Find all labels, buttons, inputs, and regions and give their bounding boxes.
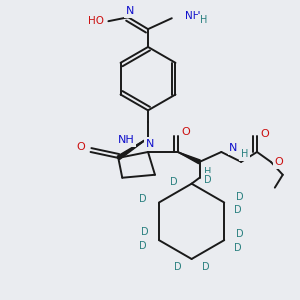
Text: D: D — [236, 192, 244, 202]
Text: HO: HO — [88, 16, 104, 26]
Text: D: D — [234, 206, 242, 215]
Polygon shape — [117, 138, 148, 160]
Text: N: N — [146, 139, 154, 149]
Text: D: D — [139, 194, 147, 203]
Text: D: D — [234, 243, 242, 253]
Text: D: D — [174, 262, 182, 272]
Text: H: H — [200, 15, 207, 25]
Text: O: O — [274, 157, 283, 167]
Text: O: O — [261, 129, 269, 139]
Text: NH: NH — [117, 135, 134, 145]
Text: D: D — [170, 177, 178, 187]
Text: D: D — [202, 262, 209, 272]
Text: NH: NH — [185, 11, 200, 21]
Text: H: H — [241, 149, 248, 159]
Text: D: D — [204, 175, 211, 185]
Text: D: D — [141, 227, 149, 237]
Text: O: O — [76, 142, 85, 152]
Text: H: H — [204, 167, 211, 177]
Text: N: N — [229, 143, 238, 153]
Text: D: D — [139, 241, 147, 251]
Text: D: D — [236, 229, 244, 239]
Text: O: O — [181, 127, 190, 137]
Polygon shape — [178, 152, 200, 164]
Text: N: N — [126, 6, 134, 16]
